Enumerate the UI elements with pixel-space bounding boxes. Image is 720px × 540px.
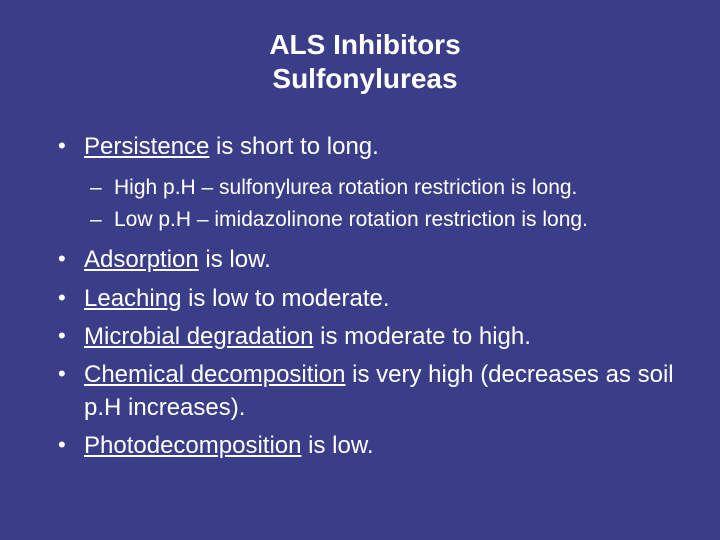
bullet-photo: Photodecomposition is low. [50, 430, 680, 462]
sub-bullet-list: High p.H – sulfonylurea rotation restric… [84, 174, 680, 235]
text-adsorption: is low. [199, 246, 271, 273]
title-line-2: Sulfonylureas [272, 63, 457, 94]
term-adsorption: Adsorption [84, 246, 199, 273]
bullet-adsorption: Adsorption is low. [50, 244, 680, 276]
bullet-persistence: Persistence is short to long. High p.H –… [50, 131, 680, 234]
text-persistence: is short to long. [209, 133, 378, 160]
slide: ALS Inhibitors Sulfonylureas Persistence… [0, 0, 720, 540]
text-photo: is low. [301, 432, 373, 459]
sub-bullet-high-ph: High p.H – sulfonylurea rotation restric… [84, 174, 680, 202]
bullet-leaching: Leaching is low to moderate. [50, 283, 680, 315]
term-chemical: Chemical decomposition [84, 361, 345, 388]
term-persistence: Persistence [84, 133, 209, 160]
title-line-1: ALS Inhibitors [269, 29, 460, 60]
bullet-microbial: Microbial degradation is moderate to hig… [50, 321, 680, 353]
bullet-list: Persistence is short to long. High p.H –… [50, 131, 680, 462]
text-microbial: is moderate to high. [313, 323, 530, 350]
bullet-chemical: Chemical decomposition is very high (dec… [50, 359, 680, 424]
slide-title: ALS Inhibitors Sulfonylureas [50, 28, 680, 95]
sub-bullet-low-ph: Low p.H – imidazolinone rotation restric… [84, 206, 680, 234]
text-leaching: is low to moderate. [181, 285, 389, 312]
term-microbial: Microbial degradation [84, 323, 313, 350]
term-photo: Photodecomposition [84, 432, 301, 459]
term-leaching: Leaching [84, 285, 181, 312]
